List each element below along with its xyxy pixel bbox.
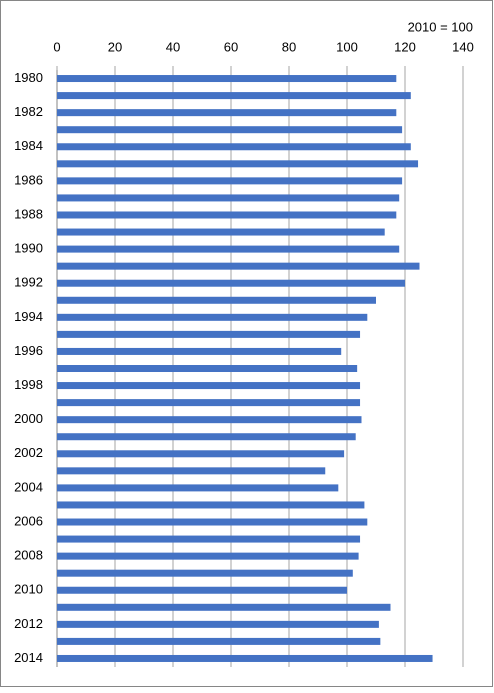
bar [57,450,345,458]
bar [57,382,361,390]
x-tick-label: 100 [336,39,358,54]
bar [57,654,433,662]
y-tick-label: 1988 [14,206,43,221]
bar [57,347,342,355]
x-tick-label: 0 [53,39,60,54]
bar [57,552,359,560]
bar [57,433,356,441]
x-tick-label: 60 [224,39,238,54]
y-tick-label: 2002 [14,445,43,460]
bar [57,501,365,509]
bar [57,177,403,185]
y-tick-label: 2012 [14,616,43,631]
bar [57,211,397,219]
y-tick-label: 1982 [14,104,43,119]
bar [57,603,391,611]
y-tick-label: 1998 [14,377,43,392]
bar [57,228,385,236]
bar [57,279,405,287]
y-tick-label: 1986 [14,172,43,187]
bar [57,262,420,270]
bar [57,313,368,321]
bar [57,637,381,645]
bar [57,245,400,253]
bar [57,484,339,492]
annotation: 2010 = 100 [408,19,473,34]
bar [57,416,362,424]
y-tick-label: 1992 [14,275,43,290]
x-tick-label: 140 [452,39,474,54]
y-tick-label: 1980 [14,70,43,85]
bar [57,620,379,628]
x-tick-label: 80 [282,39,296,54]
bar [57,586,347,594]
y-tick-label: 1994 [14,309,43,324]
x-tick-label: 20 [108,39,122,54]
bar [57,109,397,117]
bar [57,330,361,338]
bar [57,399,361,407]
x-tick-label: 120 [394,39,416,54]
bar [57,569,353,577]
y-tick-label: 2006 [14,513,43,528]
bar [57,296,376,304]
bar [57,92,411,100]
bar [57,75,397,83]
bar [57,194,400,202]
bar [57,160,419,168]
y-tick-label: 2000 [14,411,43,426]
bar [57,518,368,526]
y-tick-label: 1984 [14,138,43,153]
y-tick-label: 1996 [14,343,43,358]
x-tick-label: 40 [166,39,180,54]
y-tick-label: 2010 [14,582,43,597]
bar [57,467,326,475]
bar [57,365,358,372]
y-tick-label: 2014 [14,650,43,665]
y-tick-label: 1990 [14,241,43,256]
y-tick-label: 2008 [14,548,43,563]
y-tick-label: 2004 [14,479,43,494]
bar [57,143,411,151]
bar [57,535,361,543]
bar [57,126,403,134]
